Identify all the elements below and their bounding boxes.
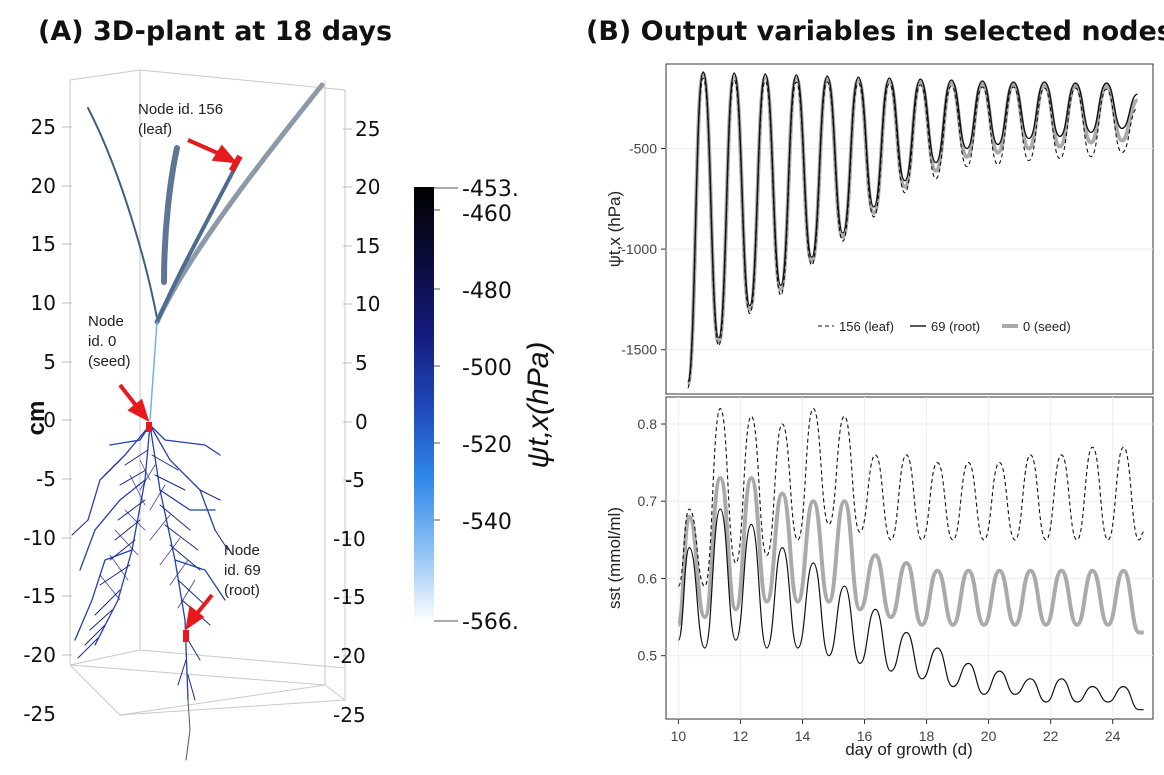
- annotation-seed: Node id. 0 (seed): [88, 313, 131, 370]
- left-tick-label: 15: [31, 232, 56, 256]
- y-ticks-bottom: 0.5 0.6 0.7 0.8: [638, 416, 666, 664]
- colorbar-tick: -500: [462, 356, 512, 381]
- colorbar-label: ψt,x(hPa): [522, 342, 555, 469]
- plant-3d-view: 25 20 15 10 5 0 -5 -10 -15 -20 -25 cm 25…: [23, 69, 555, 761]
- colorbar-bar: [414, 187, 434, 622]
- panel-b-charts: -1500 -1000 -500 ψt,x (hPa) 156 (leaf) 69 (…: [605, 63, 1154, 759]
- series-line-0: [687, 77, 1138, 389]
- colorbar-tick: -520: [462, 433, 512, 458]
- legend-label: 156 (leaf): [839, 319, 894, 334]
- x-ticks-bottom: 10 12 14 16 18 20 22 24: [671, 719, 1121, 744]
- panel-b-title: (B) Output variables in selected nodes: [586, 16, 1164, 47]
- y-tick-label: -500: [629, 141, 657, 157]
- node-markers: [146, 154, 243, 642]
- left-tick-label: -5: [36, 467, 56, 491]
- right-tick-label: -10: [333, 527, 366, 551]
- right-tick-label: -25: [333, 703, 366, 727]
- y-tick-label: 0.7: [638, 493, 658, 509]
- leaf-left: [87, 107, 158, 319]
- right-tick-label: 10: [355, 292, 380, 316]
- right-tick-label: 25: [355, 117, 380, 141]
- colorbar-tick: -540: [462, 510, 512, 535]
- arrow-leaf: [187, 138, 223, 157]
- left-tick-label: 25: [31, 115, 56, 139]
- series-lines-top: [685, 71, 1139, 389]
- plot-frame-top: [665, 63, 1154, 395]
- series-lines-bottom: [676, 408, 1144, 711]
- arrow-seed-head: [127, 398, 150, 423]
- left-tick-label: 10: [31, 291, 56, 315]
- right-tick-label: 0: [355, 410, 368, 434]
- legend-label: 0 (seed): [1023, 319, 1071, 334]
- x-tick-label: 12: [733, 728, 749, 744]
- right-tick-label: -20: [333, 644, 366, 668]
- leaf-middle: [161, 145, 180, 285]
- node-0-marker: [146, 422, 152, 432]
- legend-label: 69 (root): [931, 319, 980, 334]
- arrow-root-head: [185, 605, 205, 631]
- left-tick-label: -10: [23, 526, 56, 550]
- left-tick-label: 20: [31, 174, 56, 198]
- x-tick-label: 22: [1043, 728, 1059, 744]
- shoot: [87, 82, 325, 421]
- y-ticks-top: -1500 -1000 -500: [621, 141, 666, 358]
- right-tick-label: 20: [355, 175, 380, 199]
- leaf-right-base: [155, 160, 240, 324]
- right-tick-label: -15: [333, 585, 366, 609]
- series-line-1: [677, 508, 1144, 711]
- annotation-root: Node id. 69 (root): [224, 542, 265, 599]
- annotation-arrows: [118, 138, 238, 631]
- root-tip: [185, 699, 191, 761]
- colorbar-tick: -453.: [462, 177, 519, 202]
- y-axis-label-top: ψt,x (hPa): [605, 191, 624, 267]
- y-tick-label: 0.5: [638, 648, 658, 664]
- series-line-2: [676, 476, 1144, 635]
- left-tick-label: 5: [43, 350, 56, 374]
- node-156-marker: [228, 154, 243, 173]
- right-tick-label: 15: [355, 234, 380, 258]
- annotation-leaf: Node id. 156 (leaf): [138, 101, 227, 138]
- chart-water-potential: -1500 -1000 -500 ψt,x (hPa) 156 (leaf) 69 (…: [605, 63, 1154, 395]
- left-tick-label: -15: [23, 584, 56, 608]
- left-tick-label: -20: [23, 643, 56, 667]
- node-69-marker: [183, 630, 189, 642]
- left-tick-label: 0: [43, 408, 56, 432]
- x-tick-label: 16: [857, 728, 873, 744]
- panel-a-title: (A) 3D-plant at 18 days: [38, 16, 393, 47]
- y-axis-label-bottom: sst (mmol/ml): [605, 507, 624, 609]
- series-line-0: [677, 408, 1144, 587]
- x-tick-label: 20: [981, 728, 997, 744]
- arrow-leaf-head: [211, 144, 238, 164]
- y-tick-label: 0.8: [638, 416, 658, 432]
- left-tick-label: -25: [23, 702, 56, 726]
- arrow-seed: [118, 383, 140, 410]
- stem: [149, 321, 158, 421]
- right-axis-ticks: 25 20 15 10 5 0 -5 -10 -15 -20 -25: [333, 117, 380, 727]
- colorbar-tick: -480: [462, 279, 512, 304]
- chart-sucrose: 0.5 0.6 0.7 0.8 10 12 14 16 18 20 22 24 sst (mmol/…: [605, 396, 1154, 759]
- x-axis-label: day of growth (d): [845, 740, 973, 759]
- axis-label-cm: cm: [23, 401, 50, 436]
- y-tick-label: -1000: [621, 241, 657, 257]
- x-tick-label: 18: [919, 728, 935, 744]
- legend: 156 (leaf) 69 (root) 0 (seed): [818, 319, 1071, 334]
- colorbar-tick: -566.: [462, 610, 519, 635]
- x-tick-label: 24: [1105, 728, 1121, 744]
- left-axis-ticks: 25 20 15 10 5 0 -5 -10 -15 -20 -25: [23, 115, 72, 726]
- leaf-right: [154, 82, 325, 325]
- x-tick-label: 14: [795, 728, 811, 744]
- y-tick-label: -1500: [621, 342, 657, 358]
- colorbar-tick: -460: [462, 202, 512, 227]
- plot-frame-bottom: [665, 396, 1154, 720]
- colorbar: -453. -460 -480 -500 -520 -540 -566. ψt,…: [414, 177, 555, 635]
- right-tick-label: 5: [355, 351, 368, 375]
- x-tick-label: 10: [671, 728, 687, 744]
- y-tick-label: 0.6: [638, 570, 658, 586]
- right-tick-label: -5: [345, 468, 365, 492]
- gridlines-bottom: [666, 397, 1153, 719]
- bounding-box: [69, 69, 346, 716]
